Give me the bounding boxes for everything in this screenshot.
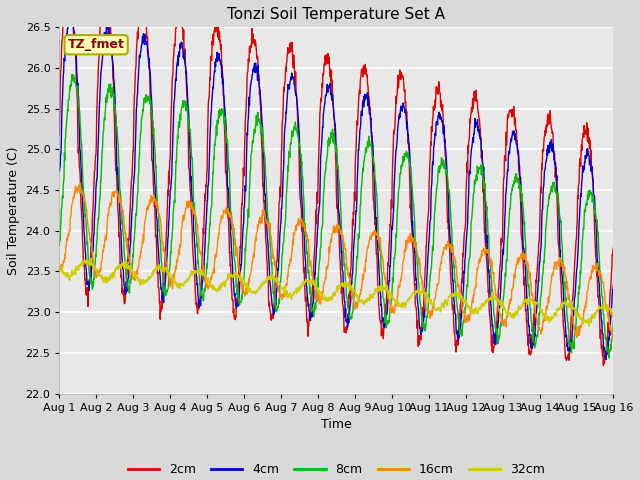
Text: TZ_fmet: TZ_fmet bbox=[68, 38, 125, 51]
X-axis label: Time: Time bbox=[321, 418, 352, 431]
Legend: 2cm, 4cm, 8cm, 16cm, 32cm: 2cm, 4cm, 8cm, 16cm, 32cm bbox=[123, 458, 550, 480]
Title: Tonzi Soil Temperature Set A: Tonzi Soil Temperature Set A bbox=[227, 7, 445, 22]
Y-axis label: Soil Temperature (C): Soil Temperature (C) bbox=[7, 146, 20, 275]
